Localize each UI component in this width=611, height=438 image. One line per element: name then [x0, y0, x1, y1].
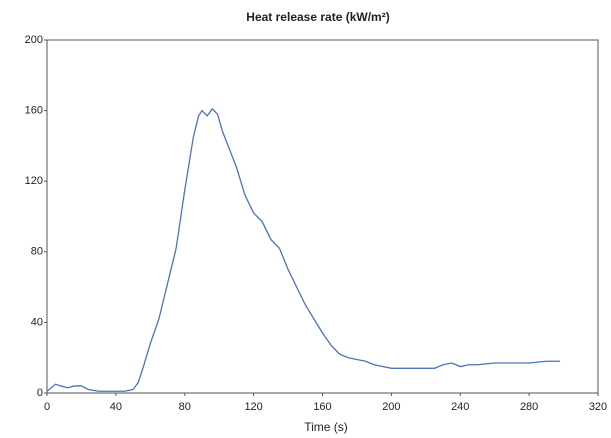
x-tick-label: 120 — [244, 401, 262, 413]
x-tick-label: 240 — [451, 401, 469, 413]
y-tick-label: 80 — [31, 246, 43, 258]
x-axis-title: Time (s) — [304, 420, 348, 434]
y-tick-label: 40 — [31, 316, 43, 328]
y-tick-label: 0 — [37, 387, 43, 399]
data-line — [46, 107, 561, 392]
x-tick-label: 80 — [179, 401, 191, 413]
x-tick-label: 280 — [520, 401, 538, 413]
y-tick-label: 200 — [25, 34, 43, 46]
chart-title: Heat release rate (kW/m²) — [246, 10, 389, 24]
y-tick-label: 120 — [25, 175, 43, 187]
x-tick-label: 40 — [110, 401, 122, 413]
x-tick-label: 200 — [382, 401, 400, 413]
plot-frame — [46, 39, 599, 394]
x-tick-label: 320 — [589, 401, 607, 413]
x-tick-label: 0 — [44, 401, 50, 413]
y-tick-label: 160 — [25, 105, 43, 117]
x-tick-label: 160 — [313, 401, 331, 413]
